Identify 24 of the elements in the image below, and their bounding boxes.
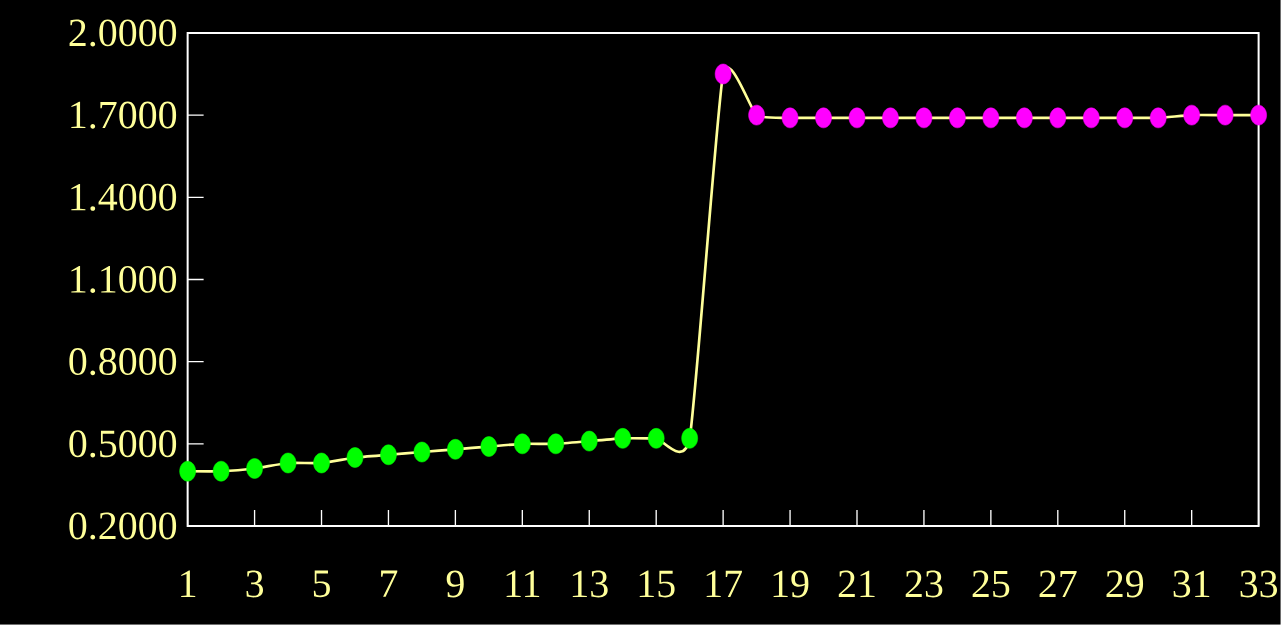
x-tick-label: 21 (838, 570, 875, 598)
x-tick-label: 7 (381, 570, 398, 597)
x-tick-label: 33 (1240, 570, 1278, 598)
y-tick-label: 2.0000 (69, 19, 177, 47)
x-tick-label: 27 (1039, 570, 1077, 598)
x-tick-label: 5 (313, 570, 330, 598)
x-tick-label: 19 (773, 570, 809, 598)
x-tick-label: 17 (706, 570, 742, 598)
y-tick-label: 0.5000 (69, 430, 177, 458)
x-tick-label: 29 (1106, 570, 1144, 598)
y-tick-label: 1.4000 (71, 183, 177, 211)
x-tick-label: 15 (639, 570, 675, 598)
x-tick-label: 31 (1173, 570, 1210, 598)
y-tick-label: 1.7000 (71, 101, 177, 129)
x-tick-label: 9 (446, 570, 464, 598)
x-tick-label: 11 (506, 570, 540, 598)
x-tick-label: 1 (181, 570, 196, 598)
x-tick-label: 23 (905, 570, 943, 598)
x-tick-label: 25 (972, 570, 1010, 598)
x-tick-label: 13 (572, 570, 608, 598)
y-tick-label: 0.8000 (69, 348, 177, 376)
x-tick-label: 3 (246, 570, 264, 598)
y-tick-label: 1.1000 (71, 266, 177, 294)
y-tick-label: 0.2000 (69, 512, 177, 540)
